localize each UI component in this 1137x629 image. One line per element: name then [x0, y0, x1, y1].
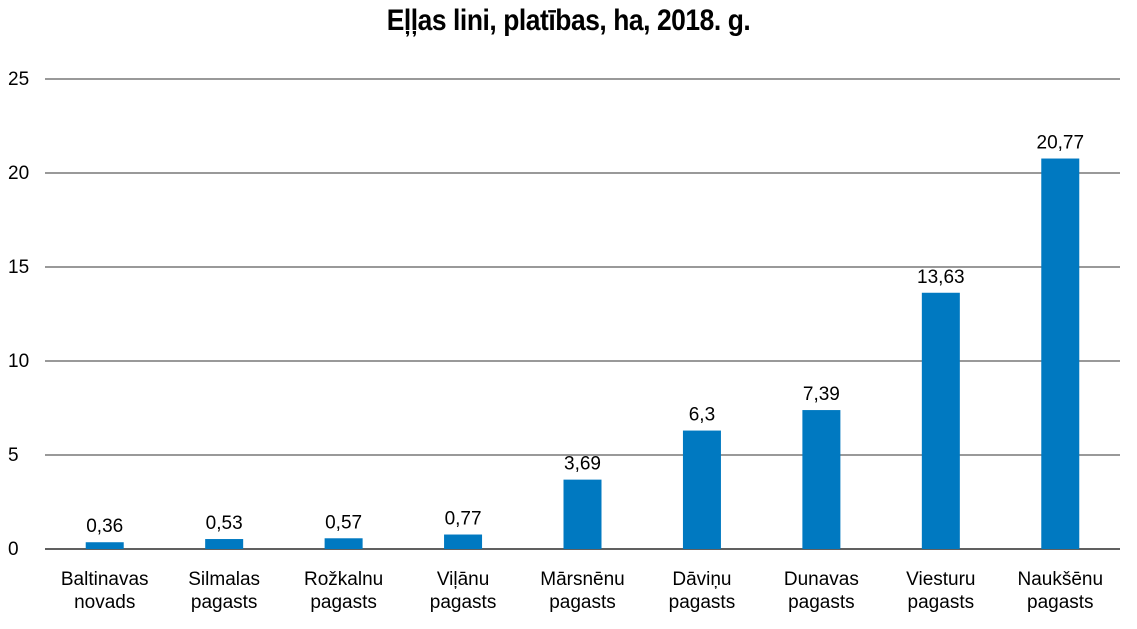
bar	[205, 539, 244, 549]
y-tick-label: 15	[8, 257, 29, 278]
y-tick-label: 20	[8, 163, 29, 184]
bar	[85, 542, 124, 549]
x-axis-labels: Baltinavas novads Silmalas pagasts Rožkalnu p…	[61, 569, 1103, 613]
y-tick-label: 0	[8, 539, 19, 560]
data-label: 6,3	[689, 405, 715, 426]
bar	[563, 479, 602, 549]
bars	[85, 158, 1080, 550]
data-labels: 0,36 0,53 0,57 0,77 3,69 6,3 7,39 13,63 20,77	[86, 133, 1084, 538]
x-tick-label: Rožkalnu pagasts	[304, 569, 383, 613]
chart-title: Eļļas lini, platības, ha, 2018. g.	[386, 4, 751, 37]
data-label: 3,69	[564, 454, 601, 475]
x-tick-label: Naukšēnu pagasts	[1017, 569, 1103, 613]
x-tick-label: Viesturu pagasts	[906, 569, 975, 613]
y-axis-ticks: 0 5 10 15 20 25	[8, 69, 29, 560]
data-label: 0,36	[86, 516, 123, 537]
x-tick-label: Baltinavas novads	[61, 569, 149, 613]
bar	[324, 538, 363, 549]
bar	[682, 430, 721, 549]
x-tick-label: Viļānu pagasts	[430, 569, 497, 613]
y-tick-label: 10	[8, 351, 29, 372]
bar	[802, 410, 841, 549]
bar	[1041, 158, 1080, 550]
bar	[921, 292, 960, 549]
x-tick-label: Mārsnēnu pagasts	[540, 569, 625, 613]
data-label: 0,57	[325, 512, 362, 533]
y-tick-label: 5	[8, 445, 19, 466]
data-label: 7,39	[803, 384, 840, 405]
data-label: 20,77	[1037, 133, 1085, 154]
y-tick-label: 25	[8, 69, 29, 90]
x-tick-label: Dunavas pagasts	[784, 569, 859, 613]
data-label: 0,53	[206, 513, 243, 534]
x-tick-label: Dāviņu pagasts	[669, 569, 736, 613]
bar	[444, 534, 483, 549]
data-label: 0,77	[445, 509, 482, 530]
x-tick-label: Silmalas pagasts	[188, 569, 260, 613]
data-label: 13,63	[917, 267, 965, 288]
